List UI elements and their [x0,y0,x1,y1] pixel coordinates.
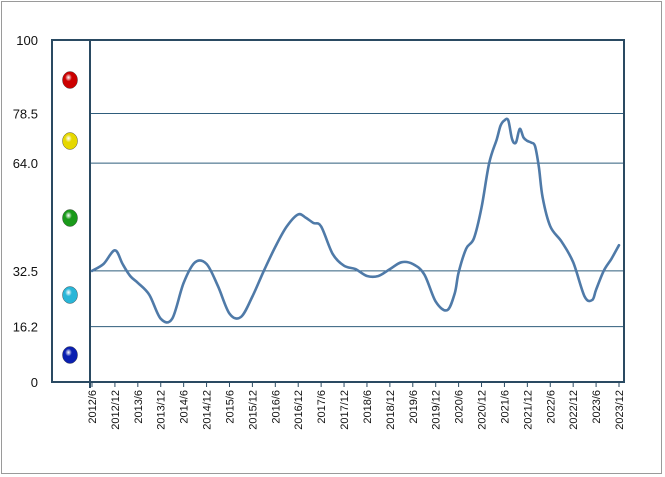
x-tick-label: 2017/6 [316,390,328,424]
cyan-dot [62,286,78,304]
x-tick-label: 2021/12 [522,390,534,430]
x-tick-label: 2018/6 [362,390,374,424]
x-tick-label: 2015/12 [247,390,259,430]
x-tick-label: 2014/6 [179,390,191,424]
x-tick-label: 2016/12 [293,390,305,430]
x-tick-label: 2020/12 [477,390,489,430]
y-tick-label: 0 [31,375,38,390]
y-tick-label: 32.5 [13,264,38,279]
red-dot [62,71,78,89]
x-tick-label: 2015/6 [224,390,236,424]
plot-border [51,39,625,383]
x-tick-label: 2012/6 [87,390,99,424]
y-axis: 0 16.2 32.5 64.0 78.5 100 [13,33,38,390]
x-tick-label: 2023/6 [591,390,603,424]
series-line-0 [90,117,621,324]
x-tick-label: 2022/12 [568,390,580,430]
blue-dot [62,346,78,364]
x-tick-label: 2020/6 [454,390,466,424]
x-tick-label: 2012/12 [110,390,122,430]
x-tick-label: 2013/6 [133,390,145,424]
x-tick-label: 2017/12 [339,390,351,430]
x-tick-label: 2019/12 [431,390,443,430]
x-tick-label: 2014/12 [202,390,214,430]
x-tick-label: 2023/12 [614,390,626,430]
y-tick-label: 64.0 [13,156,38,171]
y-tick-label: 78.5 [13,107,38,122]
green-dot [62,209,78,227]
x-axis: 2012/6 2012/12 2013/6 2013/12 2014/6 2014/12 2… [87,382,626,430]
x-tick-label: 2016/6 [270,390,282,424]
plot-area [51,39,625,388]
yellow-dot [62,132,78,150]
x-tick-label: 2018/12 [385,390,397,430]
x-tick-label: 2022/6 [545,390,557,424]
indicator-dots [62,71,78,364]
x-tick-label: 2013/12 [156,390,168,430]
x-tick-label: 2019/6 [408,390,420,424]
y-tick-label: 100 [16,33,38,48]
y-tick-label: 16.2 [13,320,38,335]
x-tick-label: 2021/6 [499,390,511,424]
gridlines [90,113,624,328]
series-layer [90,117,621,324]
